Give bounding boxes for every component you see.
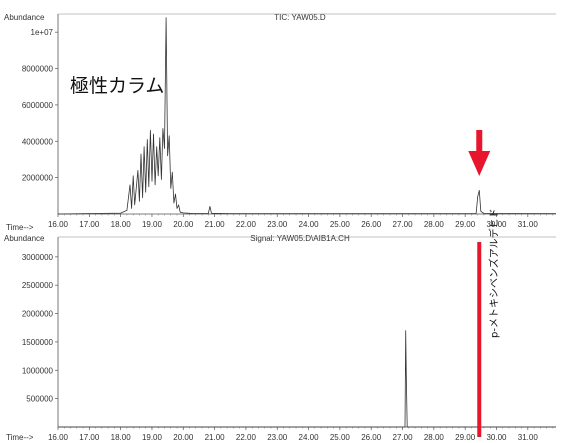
tic-xlabel: Time--> bbox=[6, 223, 34, 232]
sig-x-tick-label: 19.00 bbox=[142, 433, 163, 442]
tic-x-tick-label: 25.00 bbox=[330, 220, 351, 229]
sig-y-tick-label: 1000000 bbox=[22, 366, 54, 375]
sig-x-tick-label: 22.00 bbox=[236, 433, 257, 442]
signal-panel: Abundance Signal: YAW05.D\AIB1A.CH Time-… bbox=[4, 208, 556, 442]
sig-x-tick-label: 18.00 bbox=[111, 433, 132, 442]
tic-x-tick-label: 23.00 bbox=[267, 220, 288, 229]
peak-arrow-shaft bbox=[476, 130, 483, 152]
sig-y-tick-label: 500000 bbox=[26, 395, 53, 404]
tic-y-tick-label: 4000000 bbox=[22, 137, 54, 146]
signal-xlabel: Time--> bbox=[6, 433, 34, 442]
tic-y-tick-label: 8000000 bbox=[22, 65, 54, 74]
sig-x-tick-label: 26.00 bbox=[361, 433, 382, 442]
sig-x-tick-label: 23.00 bbox=[267, 433, 288, 442]
sig-x-tick-label: 21.00 bbox=[205, 433, 226, 442]
compound-annotation: p-メトキシベンズアルデヒド bbox=[487, 208, 500, 338]
tic-x-tick-label: 27.00 bbox=[393, 220, 414, 229]
sig-x-tick-label: 31.00 bbox=[518, 433, 539, 442]
peak-arrow-head bbox=[468, 151, 491, 176]
signal-ylabel: Abundance bbox=[4, 234, 45, 243]
sig-x-tick-label: 27.00 bbox=[393, 433, 414, 442]
sig-y-tick-label: 3000000 bbox=[22, 253, 54, 262]
sig-x-tick-label: 29.00 bbox=[455, 433, 476, 442]
tic-x-tick-label: 18.00 bbox=[111, 220, 132, 229]
signal-title: Signal: YAW05.D\AIB1A.CH bbox=[250, 234, 350, 243]
sig-x-tick-label: 25.00 bbox=[330, 433, 351, 442]
tic-series-line bbox=[57, 17, 557, 215]
sig-y-tick-label: 1500000 bbox=[22, 338, 54, 347]
tic-x-tick-label: 20.00 bbox=[173, 220, 194, 229]
tic-x-tick-label: 22.00 bbox=[236, 220, 257, 229]
sig-y-tick-label: 2500000 bbox=[22, 281, 54, 290]
sig-x-tick-label: 16.00 bbox=[48, 433, 69, 442]
tic-ylabel: Abundance bbox=[4, 13, 45, 22]
sig-x-tick-label: 20.00 bbox=[173, 433, 194, 442]
tic-x-tick-label: 16.00 bbox=[48, 220, 69, 229]
tic-y-tick-label: 2000000 bbox=[22, 174, 54, 183]
tic-x-tick-label: 30.00 bbox=[486, 220, 507, 229]
tic-title: TIC: YAW05.D bbox=[274, 13, 326, 22]
sig-x-tick-label: 30.00 bbox=[486, 433, 507, 442]
sig-series-line bbox=[58, 330, 556, 428]
sig-y-tick-label: 2000000 bbox=[22, 310, 54, 319]
tic-y-tick-label: 1e+07 bbox=[31, 28, 54, 37]
tic-x-tick-label: 29.00 bbox=[455, 220, 476, 229]
tic-x-tick-label: 26.00 bbox=[361, 220, 382, 229]
tic-x-tick-label: 28.00 bbox=[424, 220, 445, 229]
tic-annotation: 極性カラム bbox=[70, 75, 164, 97]
tic-x-tick-label: 24.00 bbox=[299, 220, 320, 229]
tic-x-tick-label: 31.00 bbox=[518, 220, 539, 229]
sig-x-tick-label: 28.00 bbox=[424, 433, 445, 442]
tic-x-tick-label: 21.00 bbox=[205, 220, 226, 229]
sig-x-tick-label: 24.00 bbox=[299, 433, 320, 442]
tic-x-tick-label: 19.00 bbox=[142, 220, 163, 229]
sig-x-tick-label: 17.00 bbox=[79, 433, 100, 442]
tic-y-tick-label: 6000000 bbox=[22, 101, 54, 110]
tic-panel: Abundance TIC: YAW05.D 極性カラム Time--> 200… bbox=[4, 13, 557, 232]
tic-x-tick-label: 17.00 bbox=[79, 220, 100, 229]
